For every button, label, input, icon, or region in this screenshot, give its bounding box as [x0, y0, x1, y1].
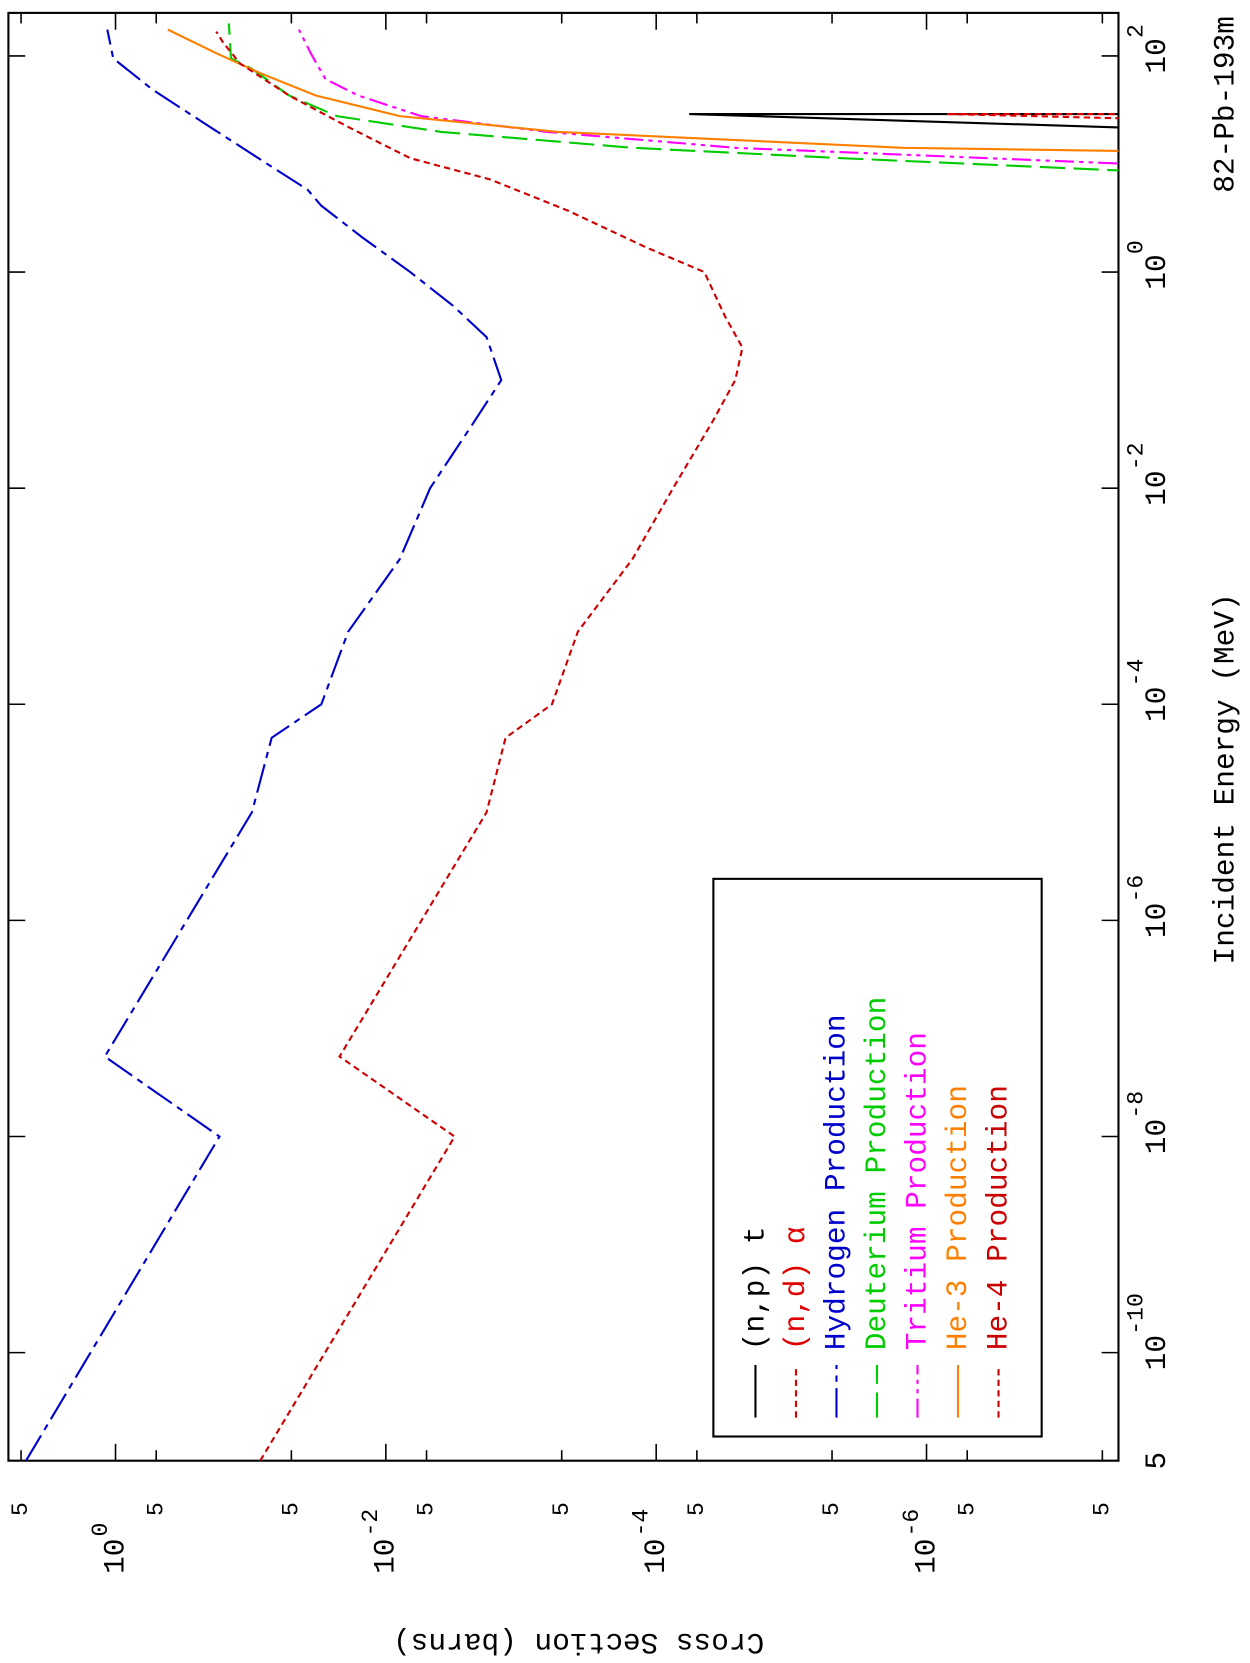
series-line: [689, 112, 1119, 136]
series-line: [167, 28, 1119, 152]
legend-label: (n,p) t: [738, 1226, 772, 1350]
x-tick-exponent: 2: [1123, 24, 1149, 38]
y-tick-label: 5: [278, 1502, 304, 1516]
y-tick-exponent: 0: [88, 1523, 114, 1537]
x-tick-label: 10: [1140, 254, 1174, 289]
series-line: [227, 23, 1119, 173]
x-axis-label: Incident Energy (MeV): [1209, 593, 1243, 964]
legend-label: (n,d) α: [779, 1226, 813, 1350]
y-tick-label: 5: [143, 1502, 169, 1516]
legend-label: Deuterium Production: [860, 997, 894, 1351]
y-tick-label: 5: [819, 1502, 845, 1516]
x-tick-label: 5: [1140, 1452, 1174, 1470]
y-axis-label: Cross Section (barns): [393, 1625, 764, 1659]
y-tick-label: 10: [909, 1539, 943, 1574]
y-tick-label: 10: [639, 1539, 673, 1574]
x-tick-exponent: -10: [1123, 1293, 1149, 1335]
series-line: [215, 30, 744, 1461]
y-tick-label: 5: [684, 1502, 710, 1516]
y-tick-label: 5: [8, 1502, 34, 1516]
y-tick-label: 5: [954, 1502, 980, 1516]
plot-area: [25, 23, 1119, 1461]
y-tick-exponent: -2: [358, 1509, 384, 1537]
series-line: [946, 112, 1119, 125]
x-tick-exponent: -4: [1123, 659, 1149, 687]
x-tick-label: 10: [1140, 38, 1174, 73]
y-tick-exponent: -4: [629, 1509, 655, 1537]
x-tick-exponent: -8: [1123, 1091, 1149, 1119]
y-tick-label: 10: [369, 1539, 403, 1574]
y-tick-exponent: -6: [899, 1509, 925, 1537]
x-tick-label: 10: [1140, 1335, 1174, 1370]
y-tick-label: 10: [98, 1539, 132, 1574]
x-tick-label: 10: [1140, 470, 1174, 505]
plot-frame: [7, 11, 1120, 1462]
x-tick-label: 10: [1140, 687, 1174, 722]
x-tick-exponent: 0: [1123, 240, 1149, 254]
chart-body: 82-Pb-193m Incident Energy (MeV) Cross S…: [7, 11, 1243, 1659]
legend-label: Tritium Production: [900, 1032, 934, 1350]
series-line: [25, 29, 503, 1461]
legend-box: [712, 877, 1043, 1438]
chart-title: 82-Pb-193m: [1209, 16, 1243, 193]
legend-label: He-4 Production: [981, 1085, 1015, 1350]
x-tick-label: 10: [1140, 903, 1174, 938]
y-tick-label: 5: [549, 1502, 575, 1516]
x-tick-exponent: -2: [1123, 442, 1149, 470]
series-line: [297, 29, 1118, 165]
y-tick-label: 5: [1089, 1502, 1115, 1516]
legend-label: He-3 Production: [941, 1085, 975, 1350]
x-tick-exponent: -6: [1123, 875, 1149, 903]
y-tick-label: 5: [414, 1502, 440, 1516]
legend-label: Hydrogen Production: [819, 1014, 853, 1350]
x-tick-label: 10: [1140, 1119, 1174, 1154]
